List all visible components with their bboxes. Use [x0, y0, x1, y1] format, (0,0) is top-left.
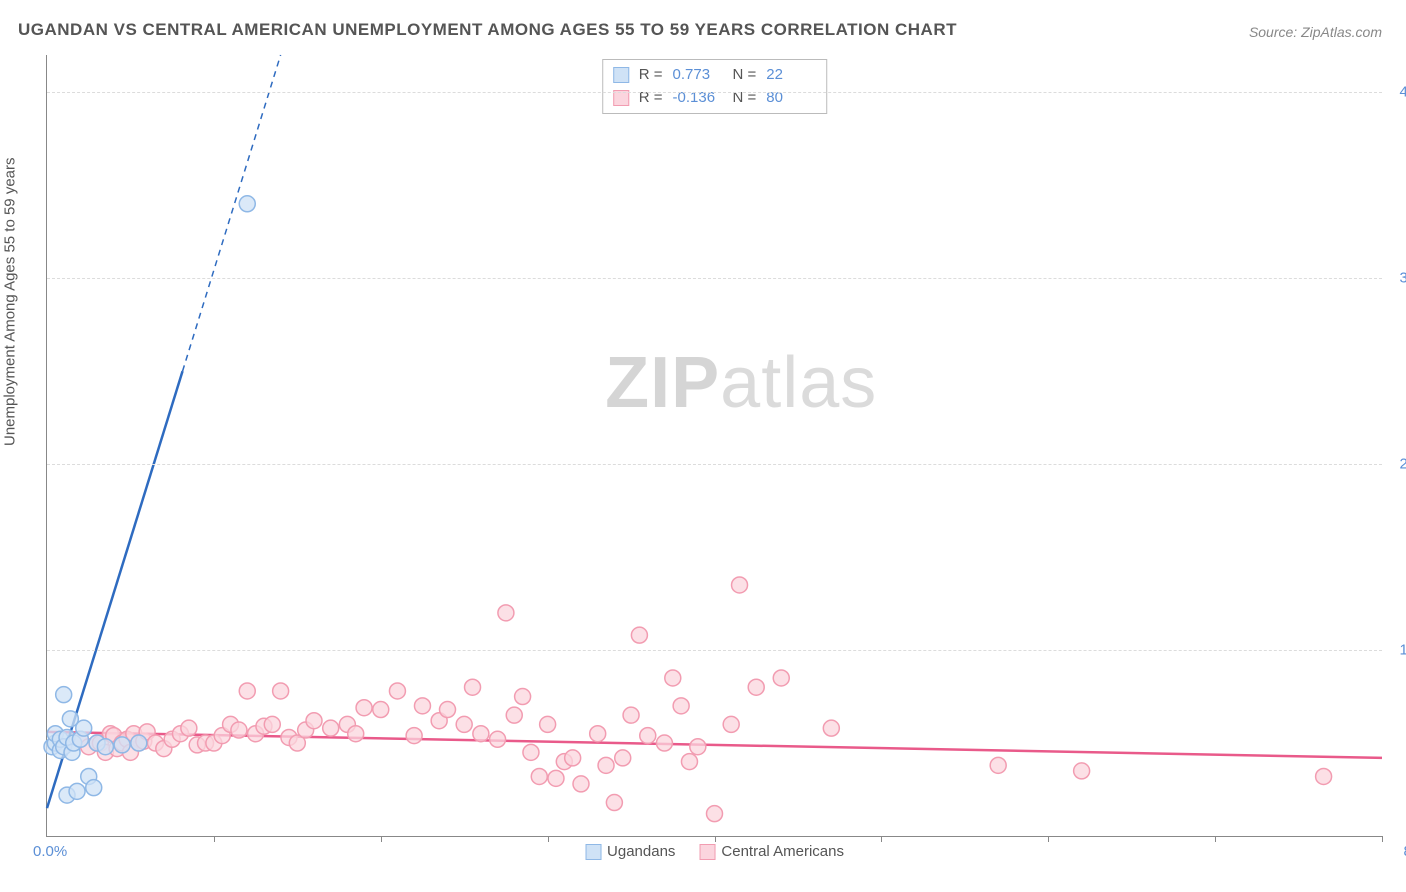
data-point — [690, 739, 706, 755]
data-point — [498, 605, 514, 621]
data-point — [723, 716, 739, 732]
data-point — [631, 627, 647, 643]
data-point — [990, 757, 1006, 773]
y-tick-label: 10.0% — [1399, 642, 1406, 659]
stats-row-ugandans: R = 0.773 N = 22 — [613, 64, 817, 87]
gridline — [47, 92, 1382, 93]
data-point — [665, 670, 681, 686]
data-point — [306, 713, 322, 729]
data-point — [406, 728, 422, 744]
n-value-ugandans: 22 — [766, 64, 816, 87]
data-point — [640, 728, 656, 744]
legend-item-ugandans: Ugandans — [585, 843, 675, 860]
data-point — [414, 698, 430, 714]
n-label: N = — [733, 87, 757, 110]
n-value-central-americans: 80 — [766, 87, 816, 110]
data-point — [76, 720, 92, 736]
r-value-central-americans: -0.136 — [673, 87, 723, 110]
data-point — [732, 577, 748, 593]
chart-plot-area: ZIPatlas R = 0.773 N = 22 R = -0.136 N =… — [46, 55, 1382, 837]
data-point — [590, 726, 606, 742]
legend-swatch-central-americans — [699, 844, 715, 860]
data-point — [531, 768, 547, 784]
data-point — [615, 750, 631, 766]
n-label: N = — [733, 64, 757, 87]
data-point — [181, 720, 197, 736]
gridline — [47, 464, 1382, 465]
data-point — [473, 726, 489, 742]
y-axis-label: Unemployment Among Ages 55 to 59 years — [2, 157, 19, 446]
data-point — [456, 716, 472, 732]
x-tick-label-0: 0.0% — [33, 843, 67, 860]
data-point — [1074, 763, 1090, 779]
data-point — [573, 776, 589, 792]
data-point — [823, 720, 839, 736]
scatter-plot-svg — [47, 55, 1382, 836]
data-point — [440, 702, 456, 718]
data-point — [523, 744, 539, 760]
data-point — [656, 735, 672, 751]
correlation-stats-box: R = 0.773 N = 22 R = -0.136 N = 80 — [602, 59, 828, 114]
data-point — [565, 750, 581, 766]
data-point — [239, 683, 255, 699]
data-point — [323, 720, 339, 736]
data-point — [56, 687, 72, 703]
x-tick — [381, 836, 382, 842]
x-tick — [1048, 836, 1049, 842]
data-point — [540, 716, 556, 732]
x-tick — [1382, 836, 1383, 842]
chart-title: UGANDAN VS CENTRAL AMERICAN UNEMPLOYMENT… — [18, 20, 957, 40]
y-tick-label: 20.0% — [1399, 456, 1406, 473]
r-value-ugandans: 0.773 — [673, 64, 723, 87]
x-tick — [1215, 836, 1216, 842]
data-point — [86, 780, 102, 796]
gridline — [47, 278, 1382, 279]
data-point — [606, 795, 622, 811]
source-attribution: Source: ZipAtlas.com — [1249, 24, 1382, 40]
data-point — [598, 757, 614, 773]
gridline — [47, 650, 1382, 651]
trend-line-dashed — [183, 55, 281, 371]
y-tick-label: 30.0% — [1399, 270, 1406, 287]
data-point — [231, 722, 247, 738]
data-point — [1316, 768, 1332, 784]
stats-row-central-americans: R = -0.136 N = 80 — [613, 87, 817, 110]
data-point — [515, 689, 531, 705]
data-point — [773, 670, 789, 686]
data-point — [389, 683, 405, 699]
data-point — [239, 196, 255, 212]
data-point — [673, 698, 689, 714]
r-label: R = — [639, 64, 663, 87]
x-tick — [548, 836, 549, 842]
swatch-ugandans — [613, 67, 629, 83]
data-point — [356, 700, 372, 716]
x-tick — [715, 836, 716, 842]
data-point — [373, 702, 389, 718]
data-point — [548, 770, 564, 786]
series-legend: Ugandans Central Americans — [585, 843, 844, 860]
legend-label-central-americans: Central Americans — [721, 843, 844, 860]
x-tick — [881, 836, 882, 842]
data-point — [681, 754, 697, 770]
data-point — [131, 735, 147, 751]
data-point — [490, 731, 506, 747]
y-tick-label: 40.0% — [1399, 84, 1406, 101]
legend-item-central-americans: Central Americans — [699, 843, 844, 860]
data-point — [707, 806, 723, 822]
data-point — [273, 683, 289, 699]
x-tick — [214, 836, 215, 842]
data-point — [623, 707, 639, 723]
data-point — [264, 716, 280, 732]
legend-swatch-ugandans — [585, 844, 601, 860]
data-point — [348, 726, 364, 742]
data-point — [506, 707, 522, 723]
data-point — [114, 737, 130, 753]
data-point — [69, 783, 85, 799]
r-label: R = — [639, 87, 663, 110]
data-point — [748, 679, 764, 695]
data-point — [465, 679, 481, 695]
data-point — [97, 739, 113, 755]
legend-label-ugandans: Ugandans — [607, 843, 675, 860]
